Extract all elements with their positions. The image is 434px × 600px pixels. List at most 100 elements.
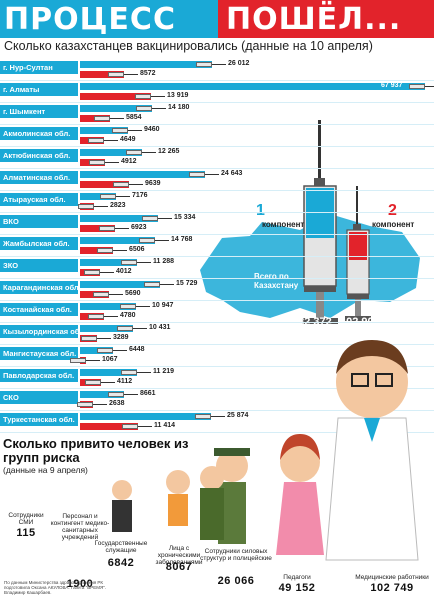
row-divider bbox=[0, 410, 434, 411]
risk-group-label: Медицинские работники bbox=[355, 574, 429, 581]
risk-group-label: Сотрудники силовых структур и полицейски… bbox=[200, 548, 272, 562]
syringe-tip-icon bbox=[93, 292, 109, 297]
syringe-tip-icon bbox=[142, 216, 158, 221]
syringe-needle-icon bbox=[205, 174, 219, 175]
row-divider bbox=[0, 124, 434, 125]
value-component-2: 4912 bbox=[121, 158, 137, 165]
region-label: ЗКО bbox=[0, 259, 78, 272]
syringe-tip-icon bbox=[121, 370, 137, 375]
syringe-tip-icon bbox=[108, 392, 124, 397]
syringe-tip-icon bbox=[136, 106, 152, 111]
syringe-needle-icon bbox=[113, 250, 127, 251]
region-label: г. Шымкент bbox=[0, 105, 78, 118]
bar-component-1 bbox=[80, 369, 137, 376]
syringe-tip-icon bbox=[117, 326, 133, 331]
syringe-needle-icon bbox=[425, 86, 434, 87]
value-component-2: 9639 bbox=[145, 180, 161, 187]
risk-group-value: 8067 bbox=[165, 561, 193, 573]
syringe-tip-icon bbox=[97, 348, 113, 353]
value-component-1: 14 180 bbox=[168, 104, 190, 111]
syringe-needle-icon bbox=[142, 152, 156, 153]
row-divider bbox=[0, 212, 434, 213]
bar-component-1 bbox=[80, 215, 158, 222]
syringe-tip-icon bbox=[89, 160, 105, 165]
region-label: г. Алматы bbox=[0, 83, 78, 96]
value-component-1: 14 768 bbox=[171, 236, 193, 243]
bar-component-2 bbox=[80, 225, 115, 232]
component-1-label: компонент bbox=[262, 220, 305, 229]
value-component-1: 26 012 bbox=[228, 60, 250, 67]
value-component-1: 7176 bbox=[132, 192, 148, 199]
bar-component-1 bbox=[80, 127, 128, 134]
syringe-needle-icon bbox=[113, 350, 127, 351]
row-divider bbox=[0, 234, 434, 235]
syringe-needle-icon bbox=[104, 140, 118, 141]
bar-component-1 bbox=[80, 171, 205, 178]
row-divider bbox=[0, 322, 434, 323]
region-label: Кызылординская обл. bbox=[0, 325, 78, 338]
syringe-tip-icon bbox=[84, 270, 100, 275]
header-left-block bbox=[0, 0, 218, 38]
risk-groups-title: Сколько привито человек из групп риска bbox=[3, 436, 189, 465]
bar-component-1 bbox=[80, 149, 142, 156]
bar-component-1 bbox=[80, 281, 160, 288]
risk-group-value: 102 749 bbox=[370, 582, 414, 594]
row-divider bbox=[0, 278, 434, 279]
syringe-tip-icon bbox=[196, 62, 212, 67]
syringe-needle-icon bbox=[129, 184, 143, 185]
value-component-1: 15 729 bbox=[176, 280, 198, 287]
row-divider bbox=[0, 432, 434, 433]
row-divider bbox=[0, 300, 434, 301]
bar-component-2 bbox=[80, 181, 129, 188]
syringe-tip-icon bbox=[81, 336, 97, 341]
row-divider bbox=[0, 190, 434, 191]
value-component-1: 10 431 bbox=[149, 324, 171, 331]
risk-group-value: 6842 bbox=[107, 557, 135, 569]
value-component-2: 4780 bbox=[120, 312, 136, 319]
syringe-tip-icon bbox=[100, 194, 116, 199]
value-component-2: 8572 bbox=[140, 70, 156, 77]
value-component-1: 6448 bbox=[129, 346, 145, 353]
syringe-needle-icon bbox=[212, 64, 226, 65]
region-label: Мангистауская обл. bbox=[0, 347, 78, 360]
value-component-2: 5690 bbox=[125, 290, 141, 297]
value-component-1: 8661 bbox=[140, 390, 156, 397]
people-illustration bbox=[112, 340, 419, 561]
syringe-needle-icon bbox=[138, 426, 152, 427]
source-note: По данным Министерства здравоохранения Р… bbox=[4, 580, 107, 595]
value-component-2: 13 919 bbox=[167, 92, 189, 99]
syringe-needle-icon bbox=[116, 196, 130, 197]
syringe-needle-icon bbox=[124, 74, 138, 75]
syringe-needle-icon bbox=[86, 360, 100, 361]
region-label: Актюбинская обл. bbox=[0, 149, 78, 162]
value-component-2: 1067 bbox=[102, 356, 118, 363]
value-component-1: 12 265 bbox=[158, 148, 180, 155]
syringe-tip-icon bbox=[126, 150, 142, 155]
syringe-needle-icon bbox=[110, 118, 124, 119]
bar-component-1 bbox=[80, 259, 137, 266]
syringe-needle-icon bbox=[124, 394, 138, 395]
bar-component-1 bbox=[80, 391, 124, 398]
syringe-needle-icon bbox=[128, 130, 142, 131]
bar-component-2 bbox=[80, 93, 151, 100]
risk-groups-header: Сколько привито человек из групп риска (… bbox=[3, 436, 193, 476]
row-divider bbox=[0, 146, 434, 147]
syringe-tip-icon bbox=[113, 182, 129, 187]
syringe-tip-icon bbox=[139, 238, 155, 243]
region-label: г. Нур-Султан bbox=[0, 61, 78, 74]
risk-group-label: Лица с хроническими заболеваниями bbox=[155, 545, 203, 566]
syringe-tip-icon bbox=[77, 402, 93, 407]
value-component-2: 2823 bbox=[110, 202, 126, 209]
syringe-needle-icon bbox=[158, 218, 172, 219]
risk-group-value: 1900 bbox=[66, 578, 94, 590]
syringe-needle-icon bbox=[155, 240, 169, 241]
value-component-2: 4112 bbox=[117, 378, 133, 385]
bar-component-1 bbox=[80, 237, 155, 244]
value-component-2: 4012 bbox=[116, 268, 132, 275]
bar-component-1 bbox=[80, 413, 211, 420]
syringe-tip-icon bbox=[78, 204, 94, 209]
bar-component-2 bbox=[80, 71, 124, 78]
value-component-1: 10 947 bbox=[152, 302, 174, 309]
syringe-tip-icon bbox=[85, 380, 101, 385]
header-banner: ПРОЦЕСС ПОШЁЛ... bbox=[0, 0, 434, 38]
